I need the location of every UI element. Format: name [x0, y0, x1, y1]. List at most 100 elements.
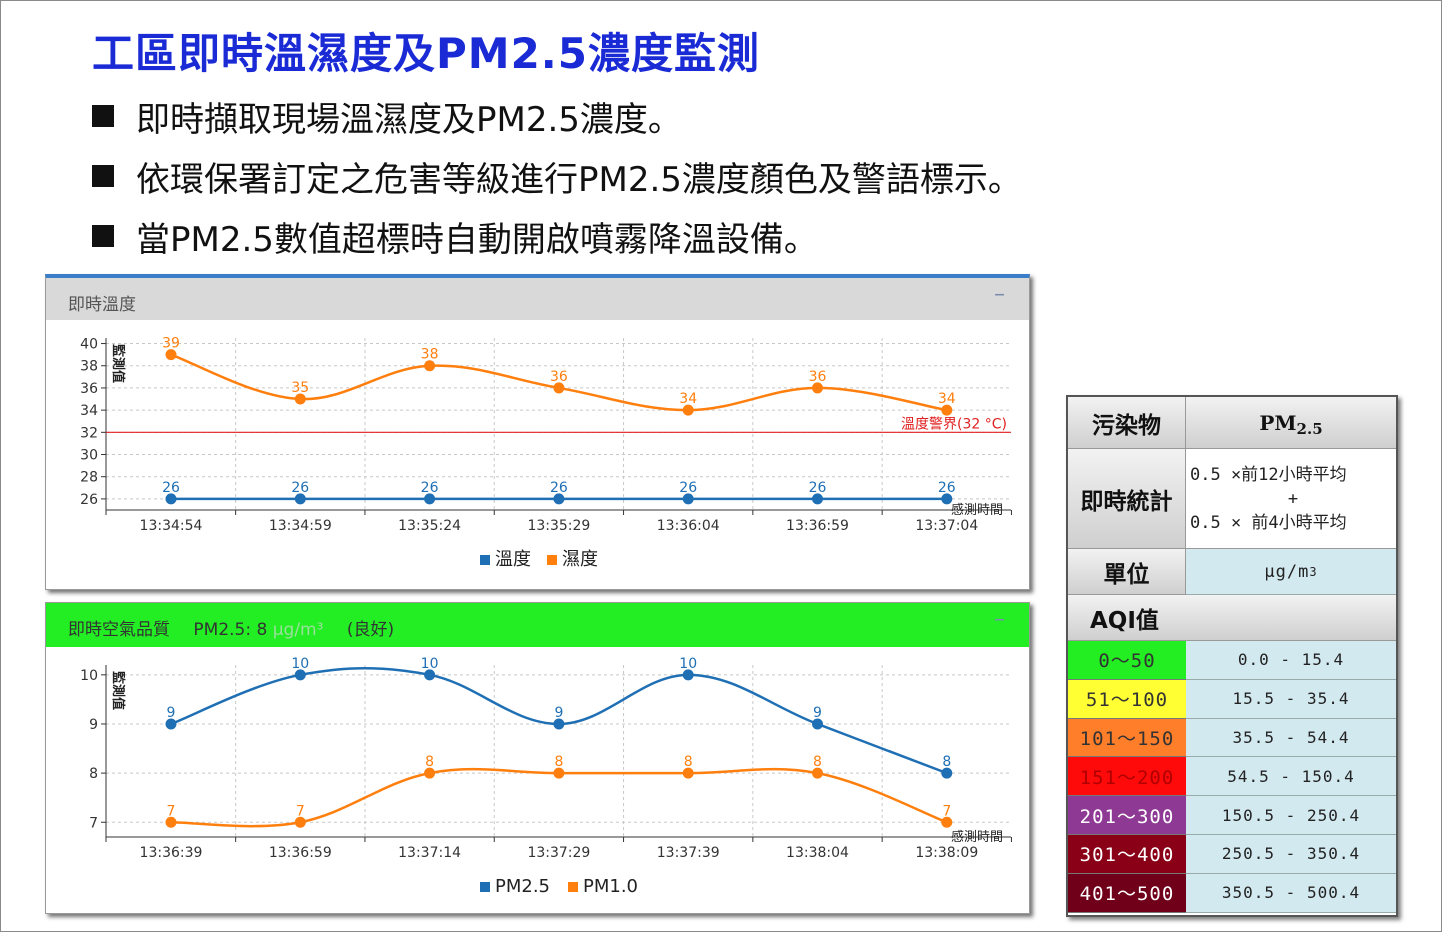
data-point [682, 669, 694, 681]
slide-title: 工區即時溫濕度及PM2.5濃度監測 [92, 29, 760, 78]
stat-formula: 0.5 ×前12小時平均 + 0.5 × 前4小時平均 [1186, 449, 1396, 549]
data-label: 26 [550, 480, 568, 496]
air-quality-panel-title: 即時空氣品質 [68, 620, 170, 640]
data-label: 10 [421, 656, 439, 672]
pollutant-label: 污染物 [1068, 397, 1186, 449]
aqi-range: 150.5 - 250.4 [1186, 796, 1396, 835]
data-label: 26 [679, 480, 697, 496]
aqi-level: 51～100 [1068, 679, 1186, 719]
data-label: 8 [554, 754, 563, 770]
temperature-panel-title: 即時溫度 [68, 295, 136, 315]
data-label: 8 [942, 754, 951, 770]
x-tick-label: 13:36:59 [269, 845, 332, 861]
data-point [812, 718, 823, 730]
bullet-2: 依環保署訂定之危害等級進行PM2.5濃度顏色及警語標示。 [92, 152, 1022, 201]
data-point [941, 816, 953, 828]
data-point [165, 816, 177, 828]
aqi-range: 250.5 - 350.4 [1186, 835, 1396, 874]
data-label: 34 [938, 391, 956, 407]
data-label: 9 [167, 705, 176, 721]
y-tick-label: 8 [89, 766, 98, 782]
x-tick-label: 13:35:24 [398, 518, 461, 534]
aqi-level: 0～50 [1068, 641, 1186, 680]
aqi-level: 301～400 [1068, 835, 1186, 874]
data-point [812, 767, 823, 779]
data-point [294, 393, 306, 405]
x-tick-label: 13:36:39 [140, 845, 203, 861]
x-tick-label: 13:34:54 [140, 518, 203, 534]
stat-label: 即時統計 [1068, 449, 1186, 549]
data-label: 39 [162, 336, 180, 352]
collapse-button[interactable]: – [994, 282, 1005, 307]
unit-value: μg/m 3 [1186, 549, 1396, 595]
data-point [424, 669, 436, 681]
aqi-table: 污染物 PM 2.5 即時統計 0.5 ×前12小時平均 + 0.5 × 前4小時… [1066, 395, 1398, 917]
data-label: 10 [679, 656, 697, 672]
y-tick-label: 36 [80, 381, 98, 397]
unit-label: 單位 [1068, 549, 1186, 595]
data-label: 26 [421, 480, 439, 496]
aqi-level: 201～300 [1068, 796, 1186, 835]
aqi-level: 401～500 [1068, 873, 1186, 913]
legend-swatch [547, 555, 557, 565]
pollutant-value: PM 2.5 [1186, 397, 1396, 449]
data-label: 8 [425, 754, 434, 770]
data-point [941, 767, 953, 779]
y-tick-label: 28 [80, 470, 98, 486]
bullet-square-icon [92, 225, 114, 247]
pm-unit: μg/m³ [272, 620, 324, 640]
x-tick-label: 13:37:04 [915, 518, 978, 534]
data-label: 34 [679, 391, 697, 407]
y-tick-label: 26 [80, 492, 98, 508]
y-tick-label: 30 [80, 448, 98, 464]
aqi-range: 35.5 - 54.4 [1186, 718, 1396, 758]
data-label: 26 [938, 480, 956, 496]
data-label: 8 [684, 754, 693, 770]
data-label: 26 [291, 480, 309, 496]
air-quality-panel: 即時空氣品質 PM2.5: 8 μg/m³ (良好) – 13:36:39 13:… [45, 602, 1030, 914]
pm-current-value: PM2.5: 8 [193, 620, 268, 640]
temperature-chart: 13:34:54 13:34:59 13:35:24 13:35:29 13:36:04… [80, 336, 1012, 570]
data-point [812, 493, 823, 505]
data-point [165, 349, 177, 361]
data-point [553, 493, 565, 505]
x-tick-label: 13:34:59 [269, 518, 332, 534]
bullet-text: 當PM2.5數值超標時自動開啟噴霧降溫設備。 [136, 220, 818, 260]
aqi-label: AQI值 [1068, 595, 1396, 641]
data-label: 7 [167, 803, 176, 819]
legend-label: 溫度 [495, 549, 531, 570]
threshold-label: 溫度警界(32 °C) [901, 416, 1007, 432]
y-tick-label: 7 [89, 815, 98, 831]
legend-label: PM2.5 [495, 876, 550, 897]
data-point [424, 360, 436, 372]
data-point [682, 404, 694, 416]
aqi-range: 0.0 - 15.4 [1186, 641, 1396, 680]
y-tick-label: 34 [80, 403, 98, 419]
collapse-button[interactable]: – [994, 607, 1005, 632]
aqi-level: 101～150 [1068, 718, 1186, 758]
data-label: 9 [813, 705, 822, 721]
legend-label: PM1.0 [583, 876, 638, 897]
legend-swatch [480, 555, 490, 565]
pm-status: (良好) [346, 620, 395, 640]
data-point [424, 767, 436, 779]
bullet-text: 依環保署訂定之危害等級進行PM2.5濃度顏色及警語標示。 [136, 160, 1022, 200]
data-point [682, 767, 694, 779]
y-tick-label: 40 [80, 337, 98, 353]
x-tick-label: 13:37:14 [398, 845, 461, 861]
x-tick-label: 13:38:04 [786, 845, 849, 861]
legend-label: 濕度 [562, 549, 598, 570]
data-point [812, 382, 823, 394]
y-tick-label: 32 [80, 425, 98, 441]
air-quality-chart: 13:36:39 13:36:59 13:37:14 13:37:29 13:37:39… [80, 656, 1012, 897]
data-point [294, 493, 306, 505]
data-point [165, 718, 177, 730]
data-label: 26 [809, 480, 827, 496]
data-point [941, 404, 953, 416]
x-tick-label: 13:35:29 [527, 518, 590, 534]
x-tick-label: 13:37:39 [657, 845, 720, 861]
temperature-panel: 即時溫度 – 13:34:54 13:34:59 13:35:24 13:35:29 1… [45, 274, 1030, 590]
data-point [294, 669, 306, 681]
y-axis-label: 監測值 [110, 671, 126, 710]
data-point [553, 767, 565, 779]
